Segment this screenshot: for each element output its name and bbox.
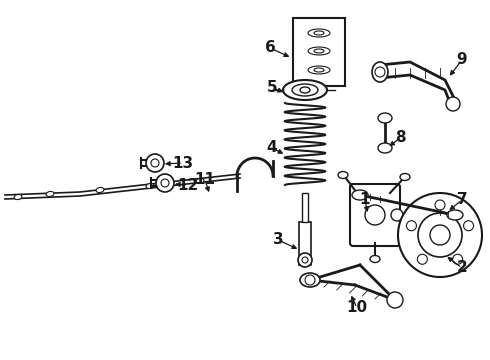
Ellipse shape <box>372 62 388 82</box>
Bar <box>293 18 345 86</box>
Ellipse shape <box>292 84 318 96</box>
Ellipse shape <box>378 143 392 153</box>
Text: 1: 1 <box>360 193 370 207</box>
Circle shape <box>305 275 315 285</box>
Ellipse shape <box>447 210 463 220</box>
Text: 11: 11 <box>195 172 216 188</box>
Bar <box>299 222 311 265</box>
Ellipse shape <box>283 80 327 100</box>
Ellipse shape <box>300 87 310 93</box>
Ellipse shape <box>46 192 54 197</box>
Circle shape <box>156 174 174 192</box>
Ellipse shape <box>196 179 204 184</box>
Text: 13: 13 <box>172 156 194 171</box>
Circle shape <box>298 253 312 267</box>
Text: 6: 6 <box>265 40 275 55</box>
Circle shape <box>430 225 450 245</box>
Text: 12: 12 <box>177 177 198 193</box>
Text: 7: 7 <box>457 193 467 207</box>
Ellipse shape <box>300 273 320 287</box>
Circle shape <box>391 209 403 221</box>
Ellipse shape <box>314 49 324 53</box>
Circle shape <box>151 159 159 167</box>
Ellipse shape <box>338 171 348 179</box>
Circle shape <box>464 221 473 231</box>
Ellipse shape <box>314 31 324 35</box>
Circle shape <box>302 257 308 263</box>
Ellipse shape <box>400 174 410 180</box>
Text: 9: 9 <box>457 53 467 68</box>
Circle shape <box>375 67 385 77</box>
Ellipse shape <box>96 188 104 193</box>
Circle shape <box>398 193 482 277</box>
Ellipse shape <box>146 184 154 189</box>
Ellipse shape <box>352 190 368 200</box>
Text: 5: 5 <box>267 81 277 95</box>
Text: 2: 2 <box>457 261 467 275</box>
Ellipse shape <box>378 113 392 123</box>
Ellipse shape <box>308 29 330 37</box>
Ellipse shape <box>308 66 330 74</box>
Circle shape <box>146 154 164 172</box>
Circle shape <box>407 221 416 231</box>
Circle shape <box>453 254 463 264</box>
Bar <box>302 193 308 222</box>
Text: 3: 3 <box>273 233 283 248</box>
Circle shape <box>161 179 169 187</box>
Circle shape <box>417 254 427 264</box>
Ellipse shape <box>314 68 324 72</box>
Ellipse shape <box>14 194 22 199</box>
Ellipse shape <box>308 47 330 55</box>
Text: 8: 8 <box>394 130 405 145</box>
Circle shape <box>435 200 445 210</box>
Ellipse shape <box>370 256 380 262</box>
Text: 10: 10 <box>346 301 368 315</box>
Circle shape <box>365 205 385 225</box>
Text: 4: 4 <box>267 140 277 156</box>
FancyBboxPatch shape <box>350 184 400 246</box>
Circle shape <box>418 213 462 257</box>
Circle shape <box>446 97 460 111</box>
Circle shape <box>387 292 403 308</box>
